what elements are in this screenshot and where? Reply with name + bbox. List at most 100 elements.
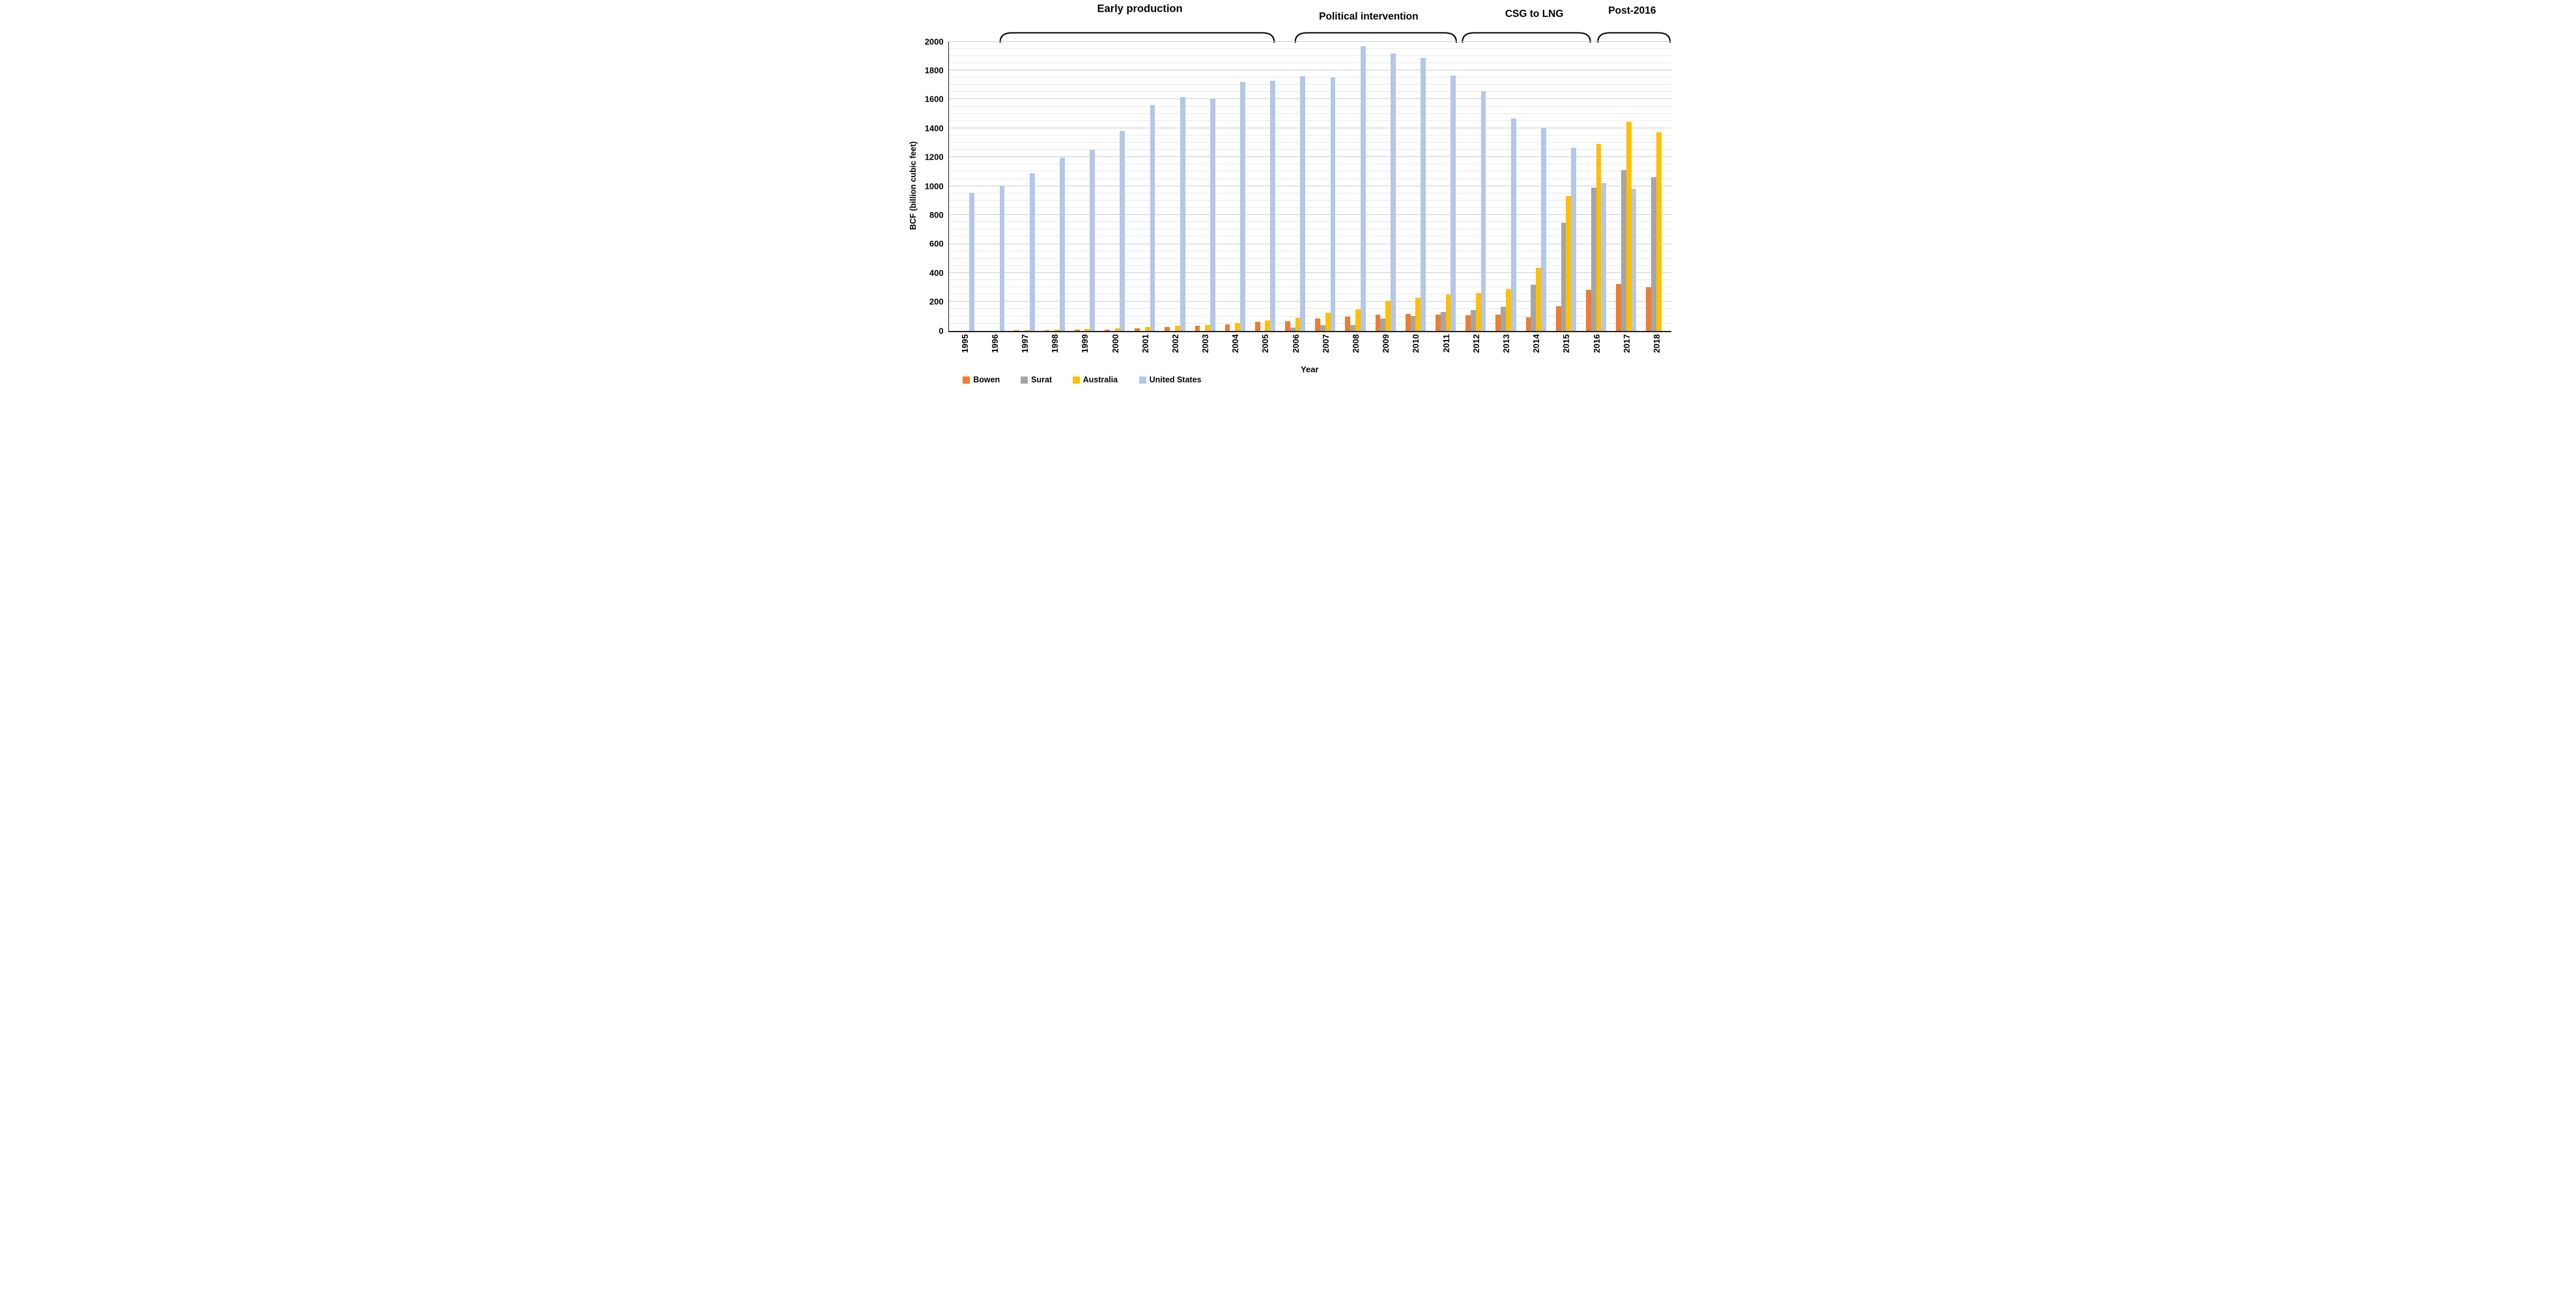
x-tick-label-1998: 1998 xyxy=(1049,334,1060,353)
bar-surat-2007 xyxy=(1320,325,1325,331)
bar-united-states-1999 xyxy=(1090,150,1095,331)
legend-swatch-icon xyxy=(1139,376,1146,384)
y-tick-label-2000: 2000 xyxy=(924,36,944,47)
x-tick-label-2001: 2001 xyxy=(1139,334,1151,353)
x-tick-label-1996: 1996 xyxy=(989,334,1000,353)
gridline-major-200 xyxy=(949,301,1671,302)
bar-australia-2002 xyxy=(1174,325,1180,331)
legend-item-surat: Surat xyxy=(1021,375,1052,384)
annotation-braces xyxy=(999,32,1671,43)
y-tick-label-1000: 1000 xyxy=(924,181,944,192)
bar-bowen-2007 xyxy=(1315,319,1321,331)
gridline-minor-1950 xyxy=(949,48,1671,49)
bar-australia-2011 xyxy=(1445,294,1451,331)
bar-bowen-2014 xyxy=(1525,317,1531,331)
gridline-major-800 xyxy=(949,214,1671,216)
gridline-minor-1650 xyxy=(949,91,1671,92)
bar-surat-2014 xyxy=(1531,284,1536,331)
x-tick-label-2002: 2002 xyxy=(1169,334,1181,353)
gridline-minor-1750 xyxy=(949,77,1671,78)
bar-united-states-2015 xyxy=(1571,147,1576,331)
gridline-minor-1250 xyxy=(949,149,1671,150)
x-tick-label-2007: 2007 xyxy=(1320,334,1331,353)
gridline-minor-750 xyxy=(949,221,1671,223)
x-tick-label-2013: 2013 xyxy=(1500,334,1512,353)
x-tick-text: 2004 xyxy=(1230,334,1241,353)
legend-item-australia: Australia xyxy=(1072,375,1118,385)
gridline-minor-450 xyxy=(949,264,1671,266)
gridline-minor-1900 xyxy=(949,55,1671,56)
bar-united-states-2010 xyxy=(1421,58,1426,331)
bar-bowen-2002 xyxy=(1165,326,1170,331)
y-tick-label-400: 400 xyxy=(929,268,944,278)
bar-australia-1999 xyxy=(1084,329,1090,331)
bar-australia-2008 xyxy=(1355,309,1361,331)
legend-label: Australia xyxy=(1083,375,1118,385)
bar-surat-2015 xyxy=(1561,223,1566,331)
bar-bowen-2012 xyxy=(1465,315,1471,331)
bar-australia-2012 xyxy=(1475,293,1481,331)
bar-australia-2016 xyxy=(1596,144,1602,331)
x-tick-label-2012: 2012 xyxy=(1470,334,1482,353)
bar-australia-2007 xyxy=(1325,313,1331,331)
x-tick-text: 2014 xyxy=(1531,334,1542,353)
bar-australia-2010 xyxy=(1415,297,1421,331)
bar-united-states-1995 xyxy=(969,192,975,331)
bar-australia-2004 xyxy=(1235,323,1241,331)
annotation-label-post-2016: Post-2016 xyxy=(1608,5,1656,16)
bar-surat-2017 xyxy=(1621,170,1626,331)
bar-united-states-2000 xyxy=(1120,131,1125,331)
bar-united-states-2012 xyxy=(1480,91,1486,331)
x-tick-text: 2016 xyxy=(1591,334,1602,353)
legend-item-bowen: Bowen xyxy=(963,375,1000,384)
bar-bowen-1998 xyxy=(1044,330,1050,331)
gridline-major-1600 xyxy=(949,98,1671,100)
bar-united-states-2017 xyxy=(1631,189,1637,331)
x-tick-text: 1995 xyxy=(959,334,970,353)
bar-surat-2011 xyxy=(1440,311,1446,331)
x-tick-text: 2015 xyxy=(1561,334,1572,353)
bar-bowen-2017 xyxy=(1616,283,1621,331)
bar-bowen-2011 xyxy=(1436,314,1441,331)
gridline-minor-850 xyxy=(949,206,1671,208)
bar-surat-2008 xyxy=(1350,324,1356,331)
bar-united-states-2007 xyxy=(1330,78,1336,331)
x-tick-label-2016: 2016 xyxy=(1591,334,1602,353)
bar-australia-2003 xyxy=(1205,324,1210,331)
x-tick-label-2014: 2014 xyxy=(1530,334,1542,353)
x-tick-text: 2002 xyxy=(1170,334,1180,353)
bar-australia-1997 xyxy=(1024,330,1030,331)
gridline-minor-1500 xyxy=(949,113,1671,114)
x-tick-label-2011: 2011 xyxy=(1440,334,1452,352)
bar-australia-2015 xyxy=(1566,196,1572,331)
x-tick-label-1997: 1997 xyxy=(1019,334,1030,353)
y-tick-label-1200: 1200 xyxy=(924,152,944,162)
bar-united-states-2005 xyxy=(1270,80,1276,331)
gridline-major-1200 xyxy=(949,156,1671,158)
gridline-major-2000 xyxy=(949,40,1671,42)
bar-australia-2005 xyxy=(1265,320,1271,331)
y-tick-label-0: 0 xyxy=(939,326,944,336)
bar-bowen-2016 xyxy=(1585,289,1591,331)
x-tick-label-2018: 2018 xyxy=(1650,334,1662,353)
brace-csg-to-lng xyxy=(1461,32,1591,43)
annotation-label-political-intervention: Political intervention xyxy=(1319,10,1419,22)
gridline-minor-50 xyxy=(949,322,1671,324)
gridline-minor-1700 xyxy=(949,84,1671,85)
gridline-minor-1050 xyxy=(949,178,1671,179)
x-tick-label-2017: 2017 xyxy=(1621,334,1632,353)
bar-united-states-2006 xyxy=(1300,76,1306,331)
legend-label: Surat xyxy=(1031,375,1053,385)
brace-early-production xyxy=(999,32,1275,43)
x-tick-text: 2011 xyxy=(1441,334,1451,353)
bar-australia-1998 xyxy=(1054,329,1060,331)
x-tick-text: 1998 xyxy=(1050,334,1060,353)
bar-bowen-2008 xyxy=(1345,317,1351,331)
gridline-minor-500 xyxy=(949,257,1671,259)
bar-australia-2000 xyxy=(1114,328,1120,331)
bar-united-states-2011 xyxy=(1451,75,1456,331)
gridline-minor-1300 xyxy=(949,142,1671,143)
y-tick-label-600: 600 xyxy=(929,238,944,249)
x-tick-text: 1997 xyxy=(1019,334,1030,353)
x-tick-text: 1999 xyxy=(1080,334,1090,353)
